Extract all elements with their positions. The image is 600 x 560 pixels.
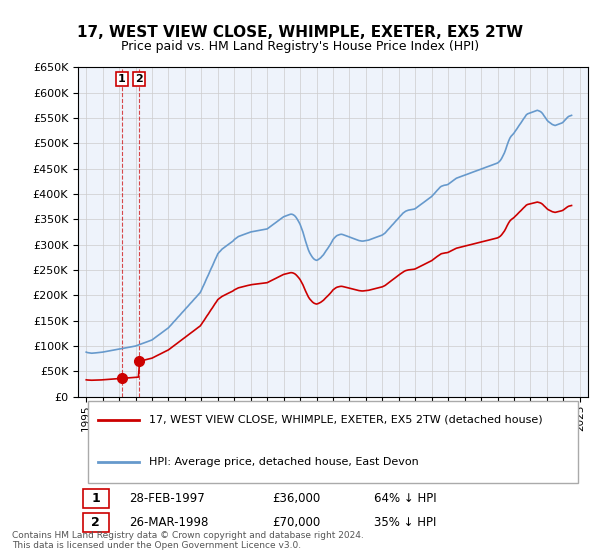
Text: 17, WEST VIEW CLOSE, WHIMPLE, EXETER, EX5 2TW (detached house): 17, WEST VIEW CLOSE, WHIMPLE, EXETER, EX… xyxy=(149,414,543,424)
Text: 17, WEST VIEW CLOSE, WHIMPLE, EXETER, EX5 2TW: 17, WEST VIEW CLOSE, WHIMPLE, EXETER, EX… xyxy=(77,25,523,40)
Text: Price paid vs. HM Land Registry's House Price Index (HPI): Price paid vs. HM Land Registry's House … xyxy=(121,40,479,53)
Text: 2: 2 xyxy=(91,516,100,529)
FancyBboxPatch shape xyxy=(88,402,578,483)
FancyBboxPatch shape xyxy=(83,488,109,508)
Text: 64% ↓ HPI: 64% ↓ HPI xyxy=(374,492,436,505)
Text: 1: 1 xyxy=(118,74,125,84)
FancyBboxPatch shape xyxy=(83,513,109,533)
Text: 28-FEB-1997: 28-FEB-1997 xyxy=(129,492,205,505)
Text: 2: 2 xyxy=(136,74,143,84)
Text: £70,000: £70,000 xyxy=(272,516,320,529)
Text: 26-MAR-1998: 26-MAR-1998 xyxy=(129,516,208,529)
Text: HPI: Average price, detached house, East Devon: HPI: Average price, detached house, East… xyxy=(149,458,419,468)
Text: £36,000: £36,000 xyxy=(272,492,320,505)
Text: 1: 1 xyxy=(91,492,100,505)
Text: Contains HM Land Registry data © Crown copyright and database right 2024.
This d: Contains HM Land Registry data © Crown c… xyxy=(12,530,364,550)
Text: 35% ↓ HPI: 35% ↓ HPI xyxy=(374,516,436,529)
